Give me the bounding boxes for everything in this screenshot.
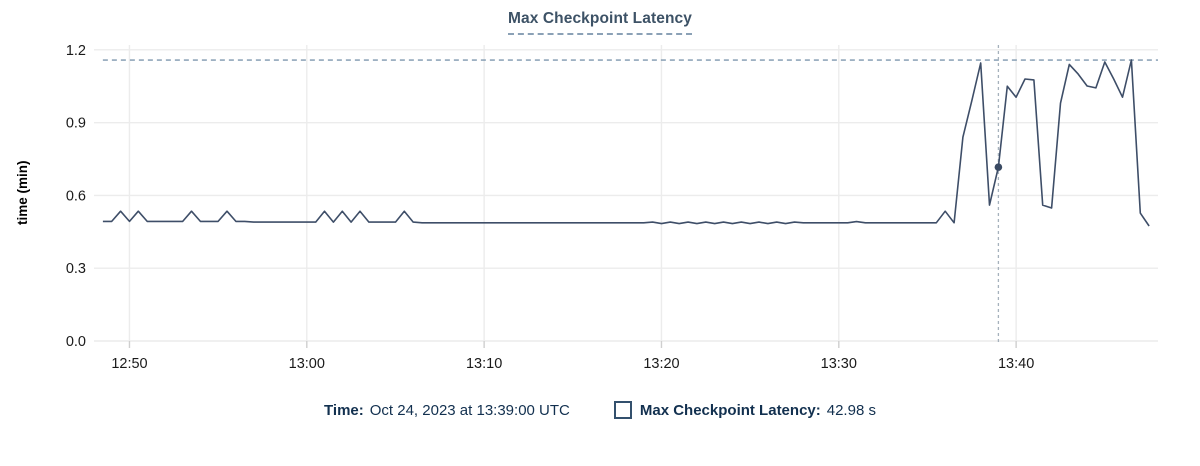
latency-series-line[interactable] [102,59,1150,227]
latency-line-chart[interactable]: 0.0 0.3 0.6 0.9 1.2 12:50 13:00 13:10 13:20 13:30… [0,35,1200,385]
y-axis-title: time (min) [15,160,30,225]
x-tick-label: 13:30 [821,356,857,372]
tooltip-time-value: Oct 24, 2023 at 13:39:00 UTC [369,401,570,419]
y-tick-label: 1.2 [66,43,86,59]
x-tick-label: 13:20 [643,356,679,372]
x-tick-label: 13:40 [998,356,1034,372]
hovered-point-marker[interactable] [994,163,1003,171]
x-tick-label: 13:10 [466,356,502,372]
tooltip-series-label: Max Checkpoint Latency: [639,401,821,419]
x-tick-label: 12:50 [111,356,147,372]
tooltip-time-label: Time: [324,401,364,419]
series-checkbox-icon[interactable] [613,401,632,419]
y-tick-label: 0.6 [66,188,86,204]
x-tick-label: 13:00 [289,356,325,372]
tooltip-series-value: 42.98 s [826,401,876,419]
y-tick-label: 0.9 [66,116,86,132]
chart-area[interactable]: 0.0 0.3 0.6 0.9 1.2 12:50 13:00 13:10 13:20 13:30… [0,35,1200,385]
chart-tooltip-footer: Time: Oct 24, 2023 at 13:39:00 UTC Max C… [0,401,1200,419]
y-tick-label: 0.0 [66,334,86,350]
chart-title[interactable]: Max Checkpoint Latency [508,10,692,35]
legend-item[interactable]: Max Checkpoint Latency: 42.98 s [613,401,876,419]
y-tick-label: 0.3 [66,261,86,277]
chart-header: Max Checkpoint Latency [0,0,1200,35]
